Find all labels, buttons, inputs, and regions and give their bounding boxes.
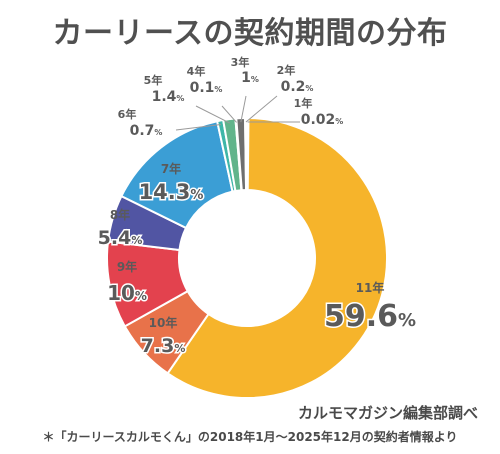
label-value-1y: 0.02% [301,112,344,128]
leader-line-4y [221,105,237,123]
footnote: ＊「カーリースカルモくん」の2018年1月〜2025年12月の契約者情報より [42,430,458,444]
leader-line-2y [245,95,278,123]
label-value-9y: 10% [107,281,147,305]
chart-title: カーリースの契約期間の分布 [52,16,448,51]
label-value-3y: 1% [241,70,259,86]
label-cat-8y: 8年 [110,207,130,222]
label-value-6y: 0.7% [130,123,163,139]
label-cat-11y: 11年 [356,280,385,295]
label-value-4y: 0.1% [190,80,223,96]
leader-line-3y [240,95,247,123]
label-value-11y: 59.6% [324,299,416,334]
label-cat-3y: 3年 [231,55,250,69]
source-note: カルモマガジン編集部調べ [297,404,478,422]
label-value-7y: 14.3% [139,180,204,204]
label-value-5y: 1.4% [152,89,185,105]
label-value-2y: 0.2% [281,79,314,95]
label-cat-6y: 6年 [118,107,137,121]
label-cat-7y: 7年 [161,161,181,176]
label-cat-2y: 2年 [277,63,296,77]
slice-11y [166,116,388,399]
label-cat-4y: 4年 [187,64,206,78]
label-cat-1y: 1年 [294,96,313,110]
leader-line-6y [175,124,221,131]
slice-1y [245,116,250,192]
leader-line-5y [195,105,231,124]
label-cat-5y: 5年 [144,73,163,87]
label-cat-10y: 10年 [149,315,178,330]
label-cat-9y: 9年 [117,259,137,274]
